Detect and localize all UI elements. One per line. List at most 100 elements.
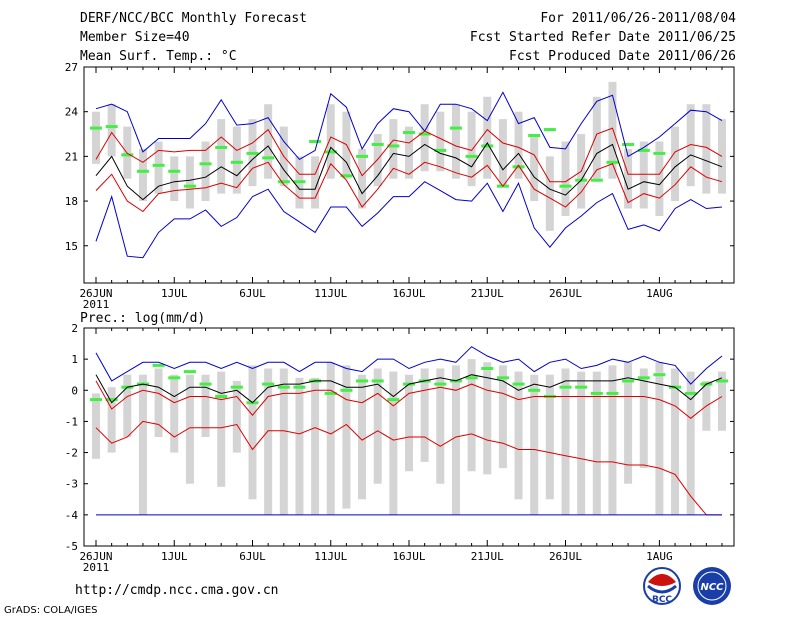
- temp-ytick-label: 27: [65, 61, 78, 74]
- prec-box: [358, 374, 367, 500]
- temp-box: [655, 141, 664, 216]
- prec-box: [514, 371, 523, 500]
- prec-median-mark: [371, 379, 384, 383]
- prec-median-mark: [653, 373, 666, 377]
- prec-ytick-label: -3: [65, 478, 78, 491]
- prec-median-mark: [590, 391, 603, 395]
- temp-box: [545, 156, 554, 231]
- temp-median-mark: [215, 145, 228, 149]
- temp-median-mark: [246, 151, 259, 155]
- temp-median-mark: [622, 142, 635, 146]
- prec-median-mark: [684, 391, 697, 395]
- prec-median-mark: [465, 376, 478, 380]
- variable-label: Mean Surf. Temp.: °C: [80, 49, 237, 64]
- temp-box: [530, 134, 539, 202]
- temp-box: [592, 96, 601, 179]
- temp-xtick-label: 11JUL: [314, 287, 347, 300]
- temp-box: [608, 81, 617, 179]
- prec-box: [671, 368, 680, 515]
- temp-box: [514, 111, 523, 179]
- temp-median-mark: [371, 142, 384, 146]
- prec-box: [295, 377, 304, 515]
- temp-median-mark: [356, 154, 369, 158]
- prec-box: [342, 365, 351, 509]
- prec-xtick-label: 26JUN: [79, 550, 112, 563]
- temp-median-mark: [606, 160, 619, 164]
- temp-median-mark: [512, 165, 525, 169]
- prec-box: [154, 368, 163, 437]
- temp-box: [154, 141, 163, 194]
- ncc-logo-text: NCC: [700, 582, 724, 593]
- temp-box: [264, 104, 273, 179]
- temp-median-mark: [324, 150, 337, 154]
- temp-box: [436, 111, 445, 172]
- temp-median-mark: [90, 126, 102, 130]
- temp-median-mark: [387, 144, 400, 148]
- temp-series-min: [95, 181, 723, 259]
- prec-xtick-label: 6JUL: [239, 550, 266, 563]
- prec-xtick-label: 16JUL: [392, 550, 425, 563]
- temp-median-mark: [136, 169, 149, 173]
- prec-median-mark: [575, 385, 588, 389]
- prec-median-mark: [230, 385, 243, 389]
- source-url[interactable]: http://cmdp.ncc.cma.gov.cn: [75, 583, 279, 598]
- prec-xtick-label: 11JUL: [314, 550, 347, 563]
- prec-median-mark: [356, 379, 369, 383]
- temp-median-mark: [309, 139, 322, 143]
- prec-box: [405, 374, 413, 472]
- temp-median-mark: [199, 162, 212, 166]
- temp-median-mark: [105, 125, 118, 129]
- prec-box: [264, 368, 273, 515]
- logos: BCC NCC: [643, 567, 731, 605]
- prec-box: [718, 371, 726, 431]
- prec-box: [373, 368, 382, 484]
- temp-xtick-label: 21JUL: [471, 287, 504, 300]
- temp-box: [686, 104, 695, 187]
- prec-xtick-label: 1AUG: [646, 550, 673, 563]
- prec-box: [107, 387, 116, 453]
- temp-median-mark: [590, 178, 603, 182]
- prec-box: [279, 368, 288, 515]
- ncc-logo-ring: [697, 571, 727, 601]
- prec-median-mark: [387, 398, 400, 402]
- temp-series-mean: [95, 142, 723, 201]
- temp-box: [185, 156, 194, 209]
- temp-xtick-label: 16JUL: [392, 287, 425, 300]
- prec-box: [248, 365, 257, 500]
- prec-ytick-label: -4: [65, 509, 79, 522]
- temp-median-mark: [528, 134, 541, 138]
- prec-box: [467, 359, 476, 472]
- prec-panel: -5 -4 -3 -2 -1 0 1 2 26JUN 1JUL 6JUL 11JUL 16JUL 21JU…: [65, 311, 735, 574]
- prec-median-mark: [183, 370, 196, 374]
- prec-median-mark: [512, 382, 525, 386]
- prec-box: [217, 371, 226, 487]
- bcc-logo-arc: [647, 584, 677, 594]
- temp-median-mark: [465, 154, 478, 158]
- prec-median-mark: [622, 379, 635, 383]
- forecast-produced-date: Fcst Produced Date 2011/06/26: [509, 49, 736, 64]
- prec-xtick-label: 1JUL: [161, 550, 188, 563]
- prec-box: [185, 374, 194, 484]
- forecast-started-date: Fcst Started Refer Date 2011/06/25: [469, 30, 736, 45]
- temp-median-mark: [481, 144, 494, 148]
- prec-box: [311, 377, 320, 515]
- prec-box: [686, 371, 695, 515]
- prec-box: [436, 368, 445, 484]
- prec-median-mark: [262, 382, 275, 386]
- prec-median-mark: [559, 385, 572, 389]
- temp-median-mark: [277, 180, 290, 184]
- temp-box: [217, 119, 226, 194]
- prec-median-mark: [496, 376, 509, 380]
- prec-median-mark: [528, 388, 541, 392]
- prec-median-mark: [293, 385, 306, 389]
- temp-box: [358, 148, 367, 209]
- temp-median-mark: [434, 148, 447, 152]
- grads-credit: GrADS: COLA/IGES: [4, 605, 98, 616]
- temp-box: [311, 156, 320, 209]
- prec-box: [577, 371, 586, 515]
- prec-ytick-label: -1: [65, 415, 78, 428]
- temp-median-mark: [168, 169, 181, 173]
- temp-box: [639, 141, 648, 209]
- temp-series-p10: [95, 161, 723, 213]
